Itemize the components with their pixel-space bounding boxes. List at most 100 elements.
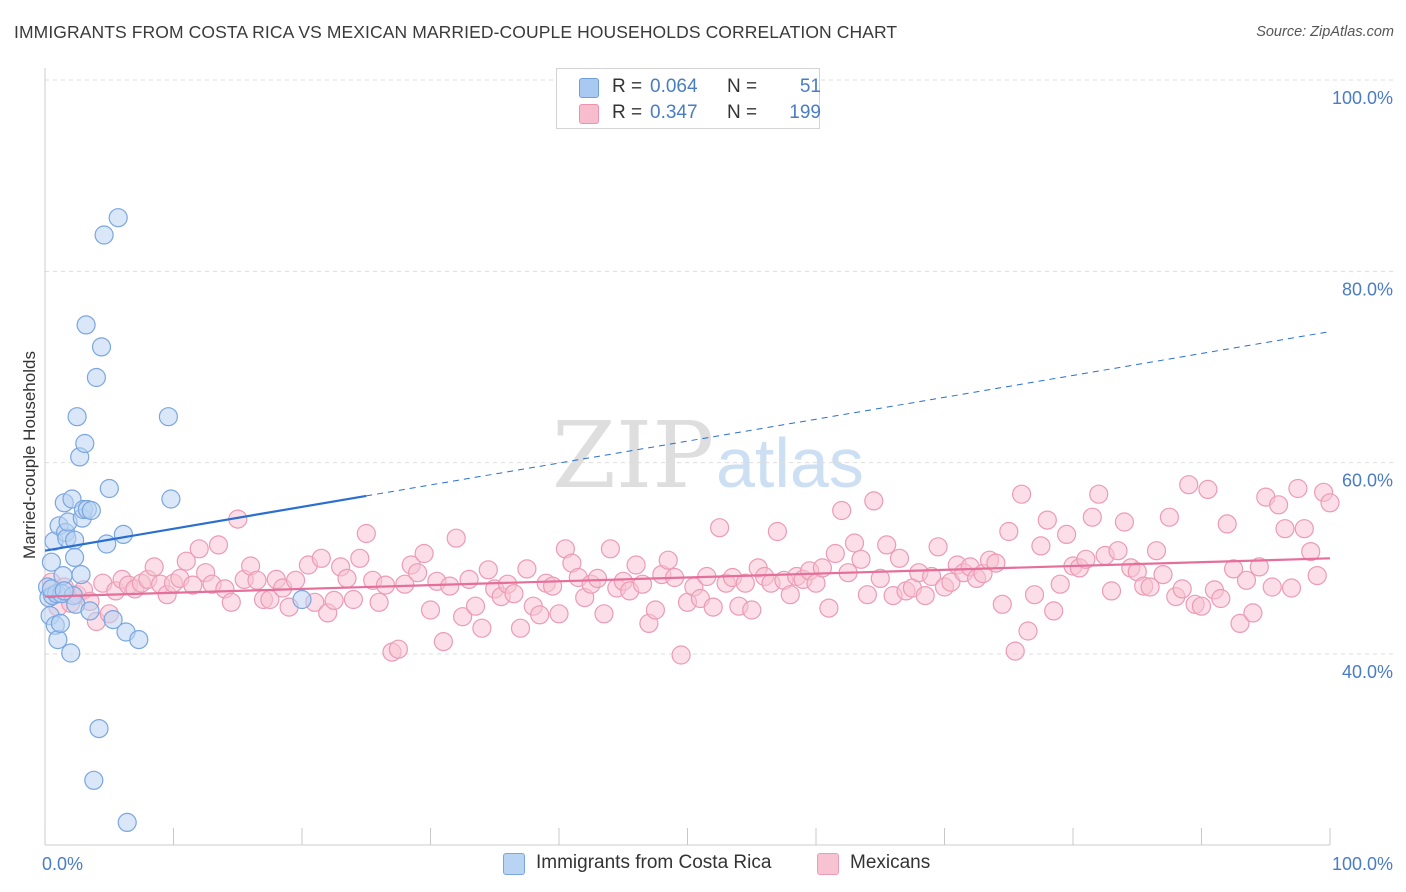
costa-rica-point (75, 433, 95, 454)
mexicans-point (375, 575, 396, 595)
watermark-zip: ZIP (552, 402, 714, 509)
mexicans-point (1320, 493, 1340, 513)
mexicans-point (1031, 536, 1051, 556)
costa-rica-trend-dashed (366, 331, 1331, 497)
mexicans-point (851, 549, 871, 569)
mexicans-point (1217, 514, 1237, 534)
mexicans-point (440, 576, 460, 596)
mexicans-point (877, 535, 897, 555)
mexicans-point (395, 574, 415, 594)
costa-rica-point (41, 552, 62, 572)
costa-rica-point (48, 629, 68, 650)
mexicans-point (1223, 559, 1244, 579)
mexicans-point (1140, 577, 1160, 597)
mexicans-point (1275, 519, 1295, 539)
y-tick-label: 60.0% (1342, 471, 1393, 491)
mexicans-point (144, 557, 164, 577)
mexicans-point (465, 596, 486, 616)
mexicans-trend (44, 557, 1331, 598)
mexicans-point (864, 491, 884, 511)
mexicans-point (1044, 601, 1064, 621)
mexicans-point (189, 539, 209, 559)
costa-rica-point (158, 407, 178, 427)
y-tick-label: 40.0% (1342, 662, 1393, 682)
mexicans-point (388, 639, 408, 659)
mexicans-point (446, 528, 466, 548)
y-axis-label: Married-couple Households (20, 351, 39, 559)
mexicans-point (1114, 512, 1135, 532)
costa-rica-point (91, 337, 112, 357)
stats-legend: R = 0.064 N = 51 R = 0.347 N = 199 (556, 68, 821, 129)
legend-r-value: 0.347 (650, 102, 698, 123)
mexicans-point (825, 543, 845, 564)
watermark: ZIP atlas (552, 402, 864, 509)
legend-swatch-pink (579, 104, 599, 124)
mexicans-point (1191, 596, 1212, 616)
costa-rica-point (86, 367, 107, 388)
mexicans-point (844, 533, 865, 553)
mexicans-point (221, 592, 241, 612)
legend-n-label: N = (727, 76, 758, 97)
legend-r-label: R = (612, 102, 643, 123)
mexicans-point (472, 618, 492, 638)
legend-n-value: 199 (789, 102, 821, 123)
mexicans-point (1236, 570, 1257, 590)
costa-rica-point (161, 489, 181, 509)
legend-swatch-blue (579, 78, 599, 98)
mexicans-point (735, 573, 755, 593)
costa-rica-point (84, 770, 104, 790)
mexicans-point (1159, 507, 1180, 527)
costa-rica-point (129, 629, 149, 650)
mexicans-point (510, 618, 531, 638)
axes (44, 68, 1331, 846)
mexicans-point (1268, 495, 1289, 515)
mexicans-point (1108, 541, 1128, 561)
costa-rica-point (108, 208, 128, 228)
mexicans-point (1050, 574, 1070, 594)
costa-rica-point (117, 812, 137, 833)
mexicans-point (247, 570, 267, 590)
costa-rica-point (80, 601, 100, 621)
mexicans-point (1243, 603, 1263, 623)
mexicans-point (587, 568, 608, 589)
bottom-legend-label: Immigrants from Costa Rica (536, 852, 772, 873)
costa-rica-point (50, 613, 71, 634)
costa-rica-point (292, 589, 312, 610)
mexicans-point (324, 590, 344, 611)
mexicans-point (941, 572, 961, 592)
mexicans-point (626, 555, 646, 575)
mexicans-point (1179, 475, 1199, 495)
mexicans-point (369, 592, 389, 612)
legend-n-value: 51 (799, 76, 821, 97)
costa-rica-point (103, 609, 123, 630)
mexicans-point (1281, 578, 1302, 598)
mexicans-point (767, 521, 788, 542)
x-tick-label: 100.0% (1332, 854, 1393, 874)
costa-rica-point (76, 315, 96, 335)
costa-rica-point (81, 500, 101, 521)
mexicans-point (1294, 519, 1314, 539)
mexicans-point (542, 576, 563, 596)
costa-rica-point (61, 643, 81, 663)
mexicans-point (832, 500, 852, 521)
mexicans-point (343, 589, 363, 610)
mexicans-point (1024, 585, 1045, 605)
mexicans-point (992, 594, 1012, 614)
series-mexicans (41, 475, 1340, 665)
mexicans-point (1198, 479, 1218, 499)
mexicans-point (420, 600, 441, 620)
mexicans-point (1056, 524, 1077, 545)
mexicans-point (870, 568, 890, 589)
costa-rica-point (99, 478, 119, 499)
mexicans-point (1076, 549, 1096, 569)
mexicans-point (286, 570, 306, 590)
mexicans-point (1153, 564, 1173, 585)
y-tick-label: 80.0% (1342, 279, 1393, 299)
mexicans-point (1005, 641, 1025, 661)
mexicans-point (504, 584, 524, 604)
chart-title: IMMIGRANTS FROM COSTA RICA VS MEXICAN MA… (14, 22, 898, 42)
mexicans-point (928, 537, 948, 557)
mexicans-point (1082, 507, 1102, 527)
mexicans-point (742, 600, 762, 620)
